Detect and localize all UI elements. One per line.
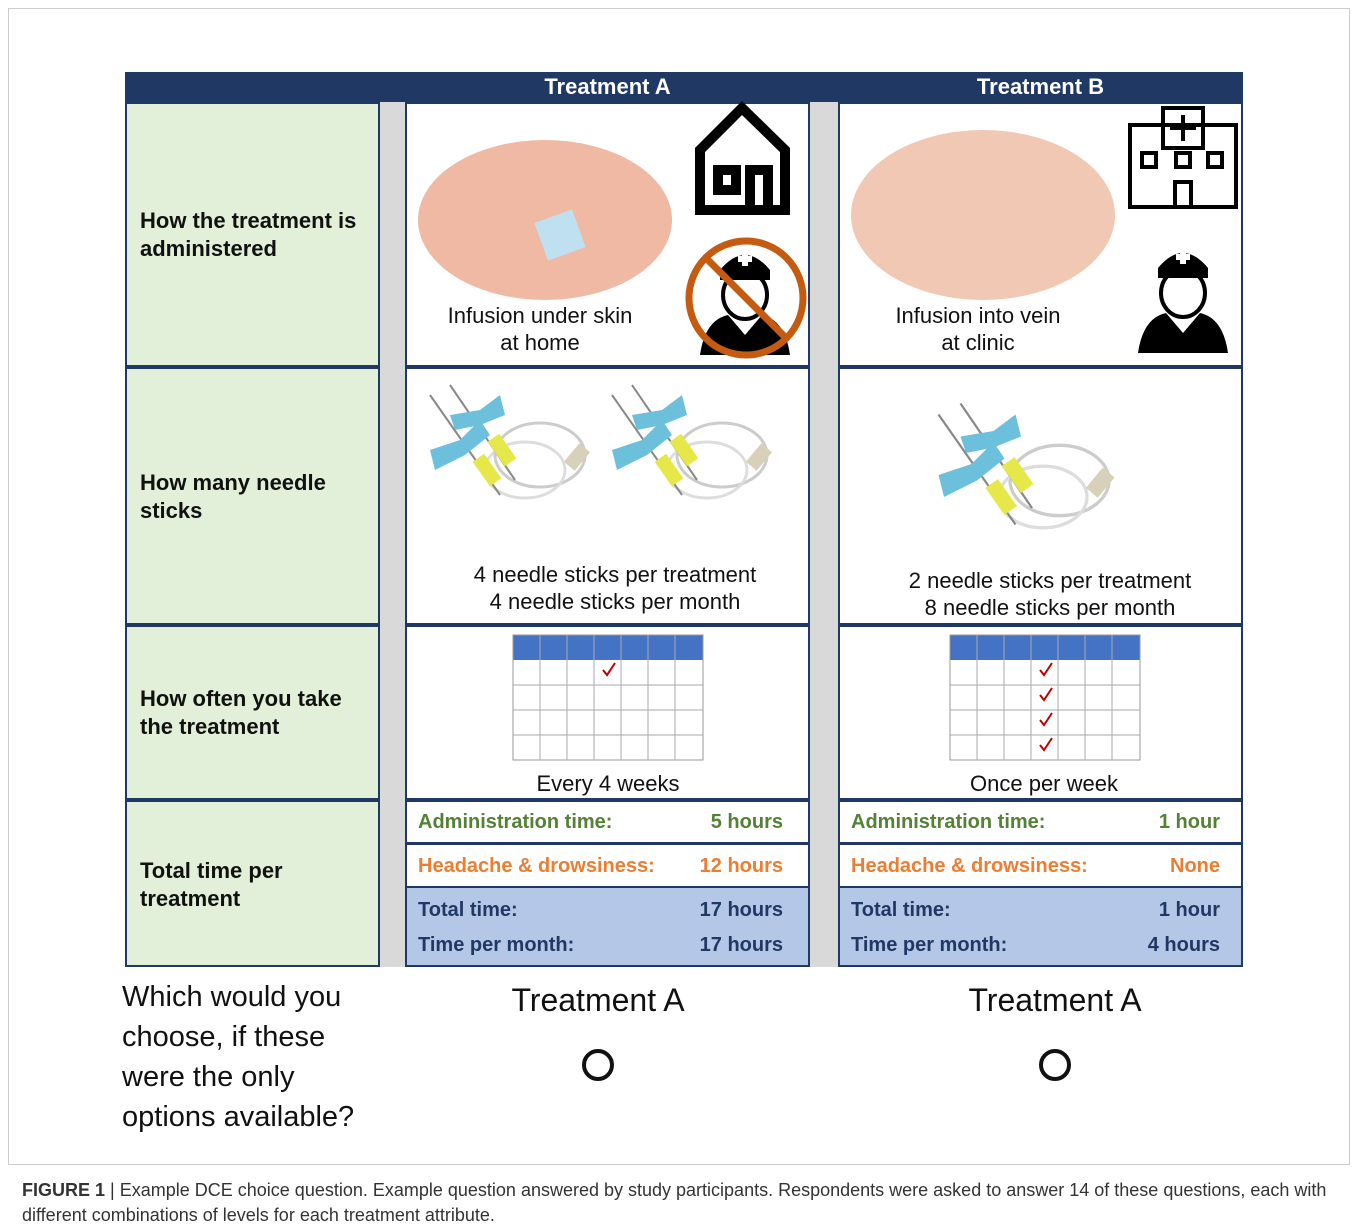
caption-text: Example DCE choice question. Example que… xyxy=(22,1180,1327,1225)
no-sign xyxy=(685,237,807,359)
cell-text: at home xyxy=(500,330,580,355)
row-label: How many needle sticks xyxy=(125,367,380,625)
photo-hand xyxy=(851,130,1115,300)
question-line: Which would you xyxy=(122,981,342,1013)
column-header: Treatment B xyxy=(838,72,1243,102)
cell-text: 4 needle sticks per month xyxy=(489,589,741,614)
cell xyxy=(838,367,1243,625)
time-value: 1 hour xyxy=(1158,811,1220,833)
column-gap xyxy=(380,102,405,967)
question-line: were the only xyxy=(122,1061,295,1093)
cell-text: 2 needle sticks per treatment xyxy=(908,568,1192,593)
time-value: None xyxy=(1170,855,1220,877)
cell-text: 4 needle sticks per treatment xyxy=(473,562,757,587)
time-value: 12 hours xyxy=(699,855,783,877)
time-value: 5 hours xyxy=(710,811,783,833)
radio-option[interactable] xyxy=(582,1049,614,1081)
column-gap xyxy=(810,102,838,967)
caption-separator: | xyxy=(110,1180,115,1200)
time-label: Total time: xyxy=(851,899,951,921)
cell-text: 8 needle sticks per month xyxy=(924,595,1176,620)
time-label: Time per month: xyxy=(418,934,575,956)
cell-text: Every 4 weeks xyxy=(536,771,680,796)
cell-text: Infusion under skin xyxy=(447,303,633,328)
option-label[interactable]: Treatment A xyxy=(968,982,1142,1018)
row-label: How often you take the treatment xyxy=(125,625,380,800)
cell-text: Once per week xyxy=(970,771,1118,796)
house-icon xyxy=(695,100,790,215)
time-value: 17 hours xyxy=(699,934,783,956)
time-label: Time per month: xyxy=(851,934,1008,956)
cell xyxy=(405,367,810,625)
cell xyxy=(838,886,1243,967)
hospital-icon xyxy=(1128,106,1238,209)
radio-option[interactable] xyxy=(1039,1049,1071,1081)
question-line: options available? xyxy=(122,1101,355,1133)
time-label: Administration time: xyxy=(418,811,613,833)
caption: FIGURE 1 | Example DCE choice question. … xyxy=(22,1178,1332,1228)
check-marks xyxy=(602,662,1053,752)
infusion-patch xyxy=(534,209,586,261)
time-label: Headache & drowsiness: xyxy=(418,855,655,877)
time-label: Administration time: xyxy=(851,811,1046,833)
figure-frame xyxy=(8,8,1350,1165)
time-label: Total time: xyxy=(418,899,518,921)
option-label[interactable]: Treatment A xyxy=(511,982,685,1018)
time-value: 1 hour xyxy=(1158,899,1220,921)
question: Which would you choose, if these were the … xyxy=(122,977,354,1137)
time-value: 4 hours xyxy=(1147,934,1220,956)
row-label: Total time per treatment xyxy=(125,800,380,967)
question-line: choose, if these xyxy=(122,1021,326,1053)
time-label: Headache & drowsiness: xyxy=(851,855,1088,877)
cell-text: at clinic xyxy=(941,330,1015,355)
column-header: Treatment A xyxy=(405,72,810,102)
row-label: How the treatment is administered xyxy=(125,102,380,367)
cell xyxy=(405,886,810,967)
time-value: 17 hours xyxy=(699,899,783,921)
no-sign-slash xyxy=(703,255,789,341)
caption-label: FIGURE 1 xyxy=(22,1180,106,1200)
cell-text: Infusion into vein xyxy=(895,303,1061,328)
